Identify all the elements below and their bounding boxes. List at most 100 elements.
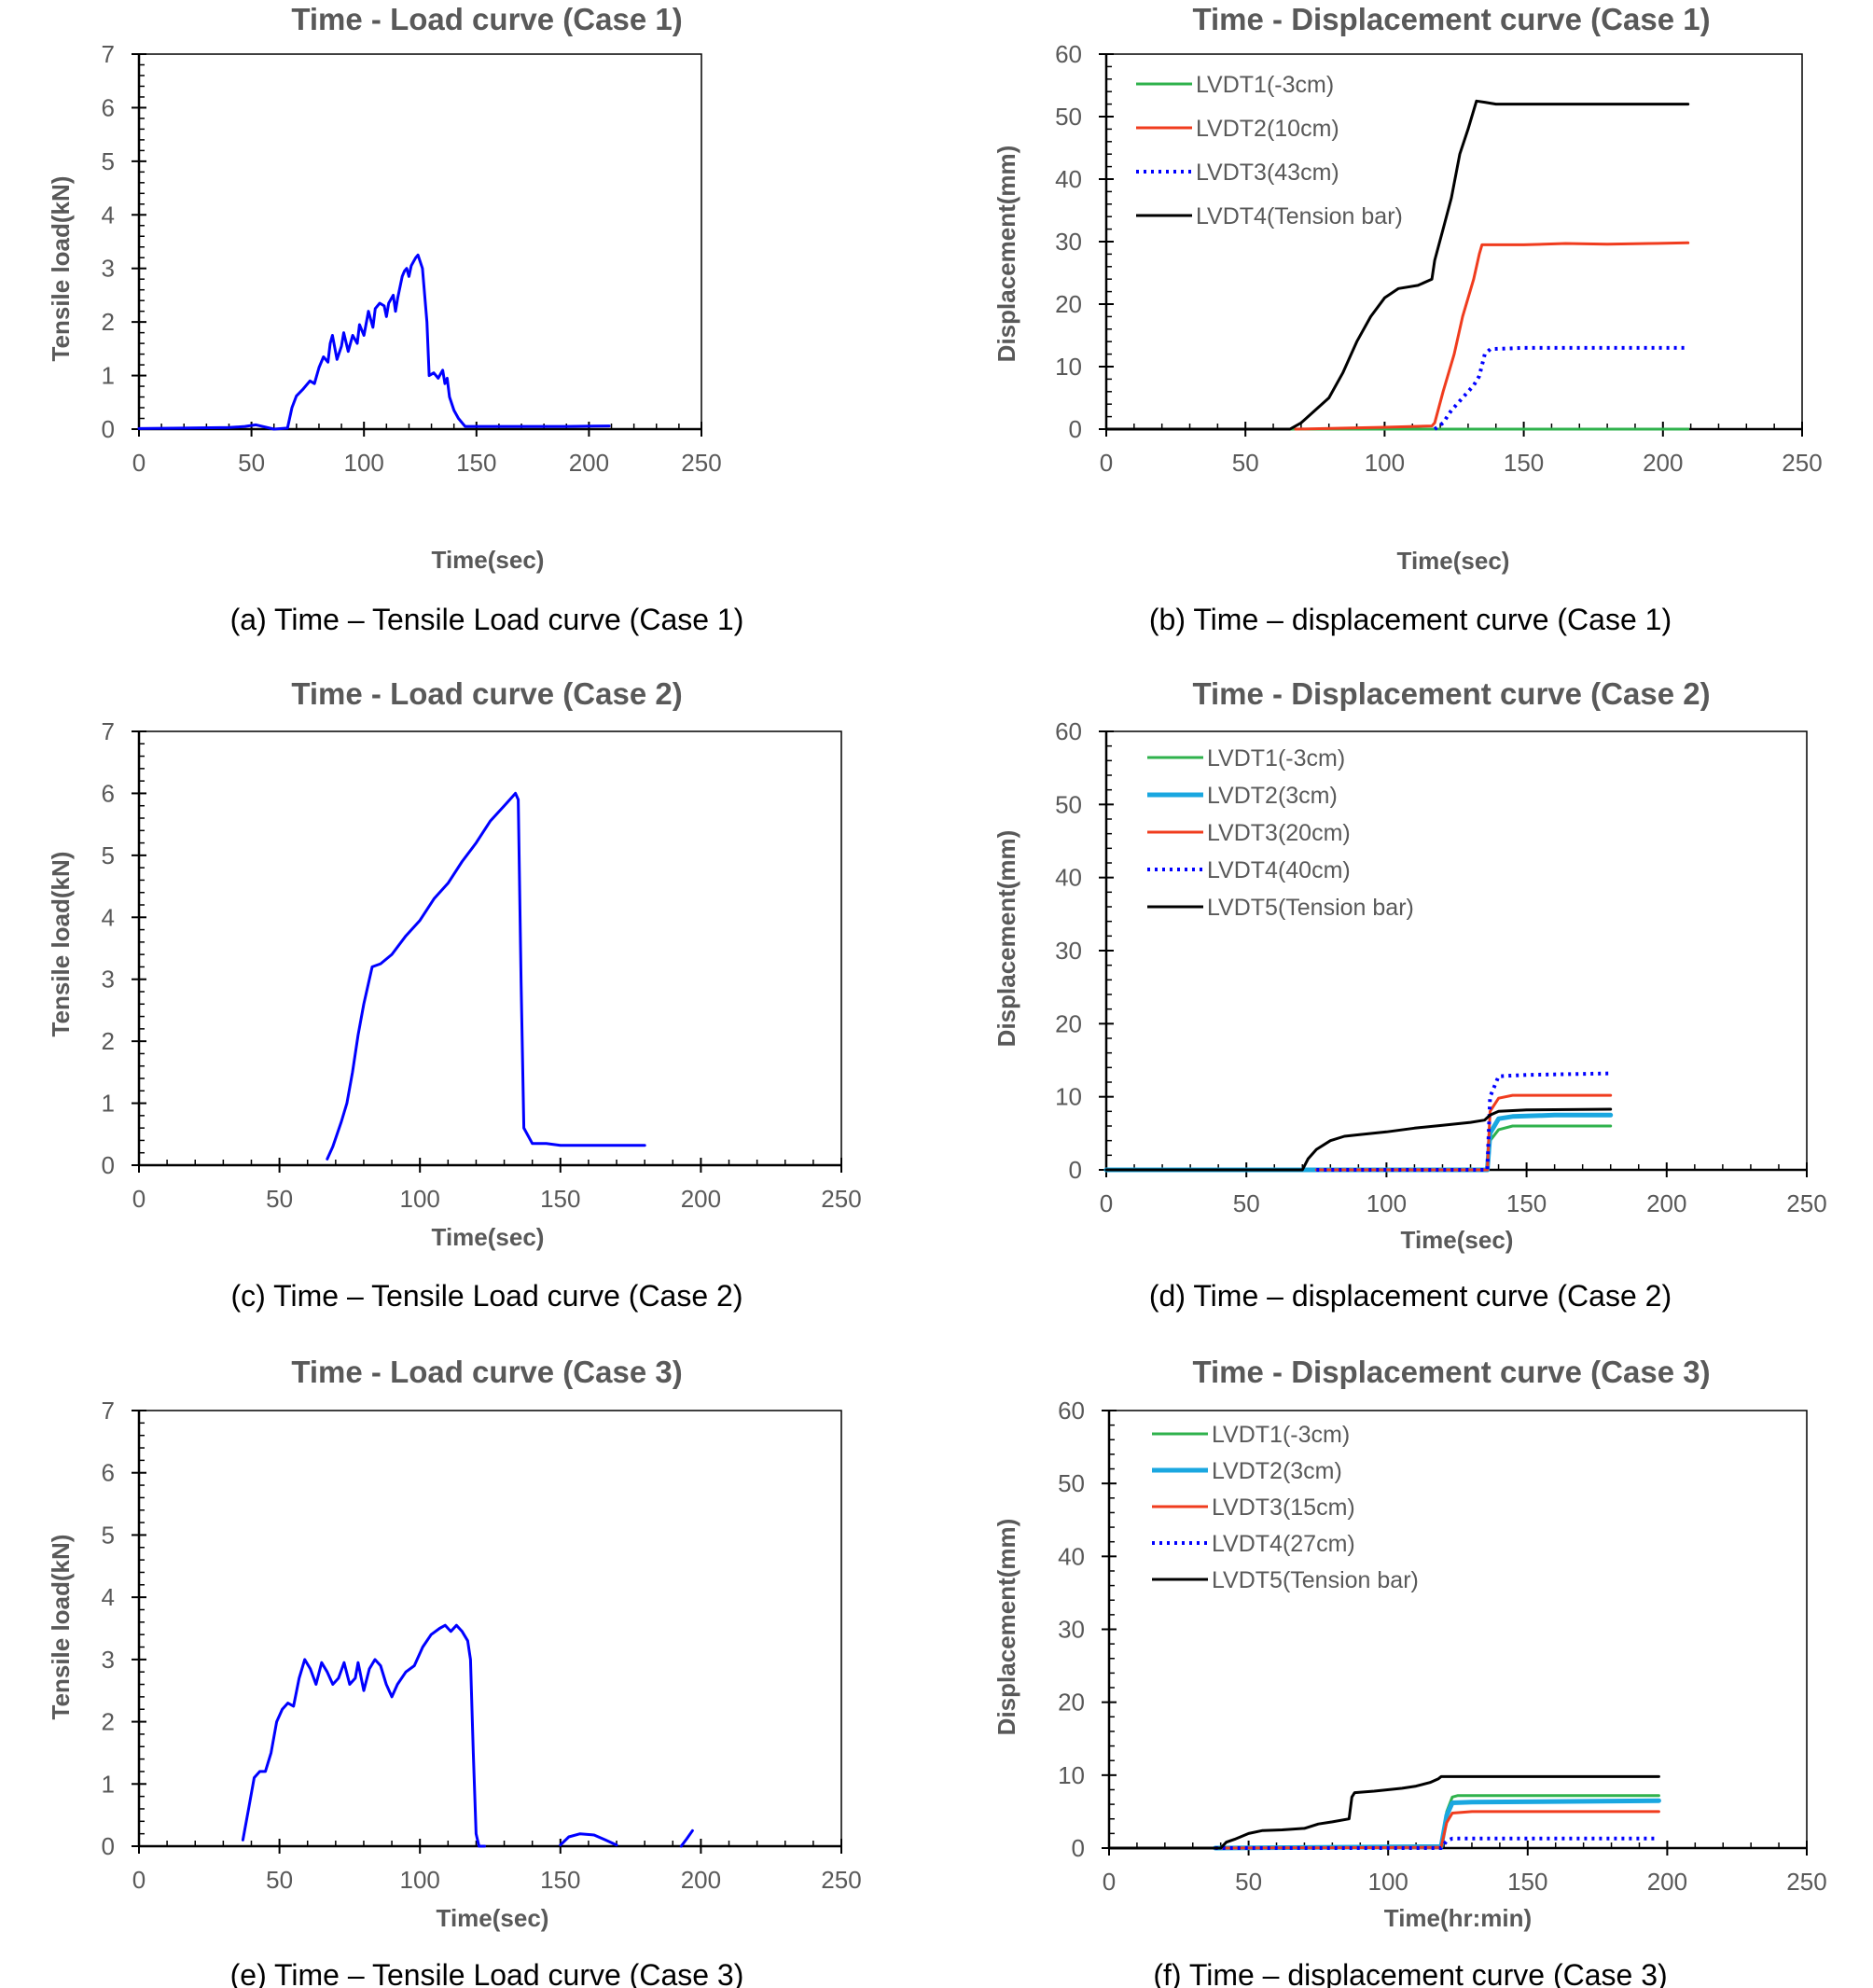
chart-title: Time - Load curve (Case 2) [291,676,682,711]
plot-area-frame [138,53,702,430]
legend-label: LVDT2(3cm) [1212,1458,1342,1484]
y-tick-label: 40 [1055,165,1082,193]
panel-caption: (b) Time – displacement curve (Case 1) [1149,603,1672,636]
chart-title: Time - Load curve (Case 1) [291,2,682,36]
x-tick-label: 150 [540,1866,580,1894]
y-axis-label: Tensile load(kN) [47,852,75,1037]
legend-label: LVDT3(15cm) [1212,1494,1355,1521]
y-tick-label: 20 [1055,1009,1082,1037]
chart-title: Time - Load curve (Case 3) [291,1355,682,1389]
x-axis-label: Time(sec) [432,1223,545,1251]
chart-panel-6: 0 10 20 30 40 50 60 0 50 100 150 200 250 LVDT1(-3cm) L… [992,1355,1827,1988]
x-tick-label: 0 [1100,449,1113,477]
y-tick-label: 5 [102,1521,115,1549]
x-tick-label: 100 [400,1866,440,1894]
series-line-3 [679,1828,694,1848]
x-tick-label: 50 [238,449,265,477]
series-line-2 [1294,241,1690,431]
chart-panel-5: 0 1 2 3 4 5 6 7 0 50 100 150 200 250 Time - Load curve… [47,1355,862,1988]
series-line-5 [1107,1774,1660,1850]
series-line-3 [1314,1093,1613,1172]
panel-caption: (c) Time – Tensile Load curve (Case 2) [231,1279,743,1313]
y-tick-label: 0 [1069,415,1082,443]
series-line-4 [1104,99,1690,431]
x-tick-label: 150 [540,1185,580,1213]
x-tick-label: 0 [1103,1868,1116,1896]
legend-label: LVDT4(Tension bar) [1196,203,1403,229]
series-line-2 [1213,1798,1661,1851]
legend-label: LVDT4(40cm) [1207,857,1351,883]
y-tick-label: 6 [102,779,115,807]
y-tick-label: 10 [1055,1083,1082,1111]
panel-caption: (f) Time – displacement curve (Case 3) [1153,1958,1667,1988]
y-axis-label: Tensile load(kN) [47,1535,75,1720]
y-tick-label: 4 [102,903,115,931]
x-tick-label: 150 [1506,1189,1547,1217]
panel-caption: (a) Time – Tensile Load curve (Case 1) [230,603,744,636]
y-tick-label: 0 [102,1151,115,1179]
y-axis-label: Tensile load(kN) [47,176,75,362]
chart-title: Time - Displacement curve (Case 1) [1192,2,1710,36]
x-tick-label: 100 [1368,1868,1408,1896]
legend-label: LVDT3(20cm) [1207,820,1351,846]
y-tick-label: 40 [1058,1542,1085,1570]
x-tick-label: 200 [681,1866,721,1894]
y-tick-label: 60 [1055,717,1082,745]
x-tick-label: 0 [132,1185,146,1213]
legend-label: LVDT1(-3cm) [1196,72,1334,98]
series-line-2 [559,1832,618,1847]
y-tick-label: 5 [102,841,115,869]
y-tick-label: 30 [1058,1616,1085,1644]
legend-label: LVDT5(Tension bar) [1207,895,1414,921]
y-tick-label: 3 [102,966,115,994]
y-tick-label: 3 [102,1646,115,1674]
x-tick-label: 50 [266,1866,293,1894]
x-tick-label: 0 [132,449,146,477]
x-tick-label: 250 [681,449,721,477]
chart-title: Time - Displacement curve (Case 3) [1192,1355,1710,1389]
legend-label: LVDT2(3cm) [1207,783,1338,809]
y-tick-label: 7 [102,40,115,68]
chart-panel-1: 0 1 2 3 4 5 6 7 0 50 100 150 200 250 Time - Load curve… [47,2,743,636]
legend-label: LVDT1(-3cm) [1212,1422,1350,1448]
y-tick-label: 20 [1055,290,1082,318]
x-tick-label: 150 [1507,1868,1547,1896]
x-tick-label: 200 [1646,1189,1686,1217]
plot-area-frame [138,730,842,1166]
y-tick-label: 1 [102,1090,115,1118]
panel-caption: (e) Time – Tensile Load curve (Case 3) [230,1958,744,1988]
y-tick-label: 20 [1058,1689,1085,1717]
y-tick-label: 50 [1058,1469,1085,1497]
x-tick-label: 50 [1233,1189,1260,1217]
series-line-1 [137,253,611,431]
y-tick-label: 2 [102,1708,115,1736]
x-tick-label: 50 [266,1185,293,1213]
x-tick-label: 200 [1643,449,1683,477]
y-tick-label: 1 [102,362,115,390]
series-line-1 [241,1623,486,1848]
y-tick-label: 10 [1058,1761,1085,1789]
x-tick-label: 200 [569,449,609,477]
y-tick-label: 60 [1055,40,1082,68]
panel-caption: (d) Time – displacement curve (Case 2) [1149,1279,1672,1313]
x-axis-label: Time(hr:min) [1384,1904,1532,1932]
y-axis-label: Displacement(mm) [992,830,1020,1048]
y-tick-label: 1 [102,1770,115,1798]
x-axis-label: Time(sec) [1401,1226,1514,1254]
y-tick-label: 5 [102,147,115,175]
x-tick-label: 200 [1647,1868,1687,1896]
y-tick-label: 4 [102,201,115,229]
series-line-2 [1103,1112,1614,1173]
y-tick-label: 40 [1055,864,1082,892]
y-tick-label: 60 [1058,1397,1085,1425]
y-tick-label: 2 [102,1027,115,1055]
y-tick-label: 2 [102,308,115,336]
y-tick-label: 4 [102,1583,115,1611]
x-tick-label: 200 [681,1185,721,1213]
x-tick-label: 250 [1782,449,1822,477]
x-tick-label: 100 [344,449,384,477]
x-tick-label: 150 [456,449,496,477]
x-axis-label: Time(sec) [432,546,545,574]
y-tick-label: 7 [102,717,115,745]
